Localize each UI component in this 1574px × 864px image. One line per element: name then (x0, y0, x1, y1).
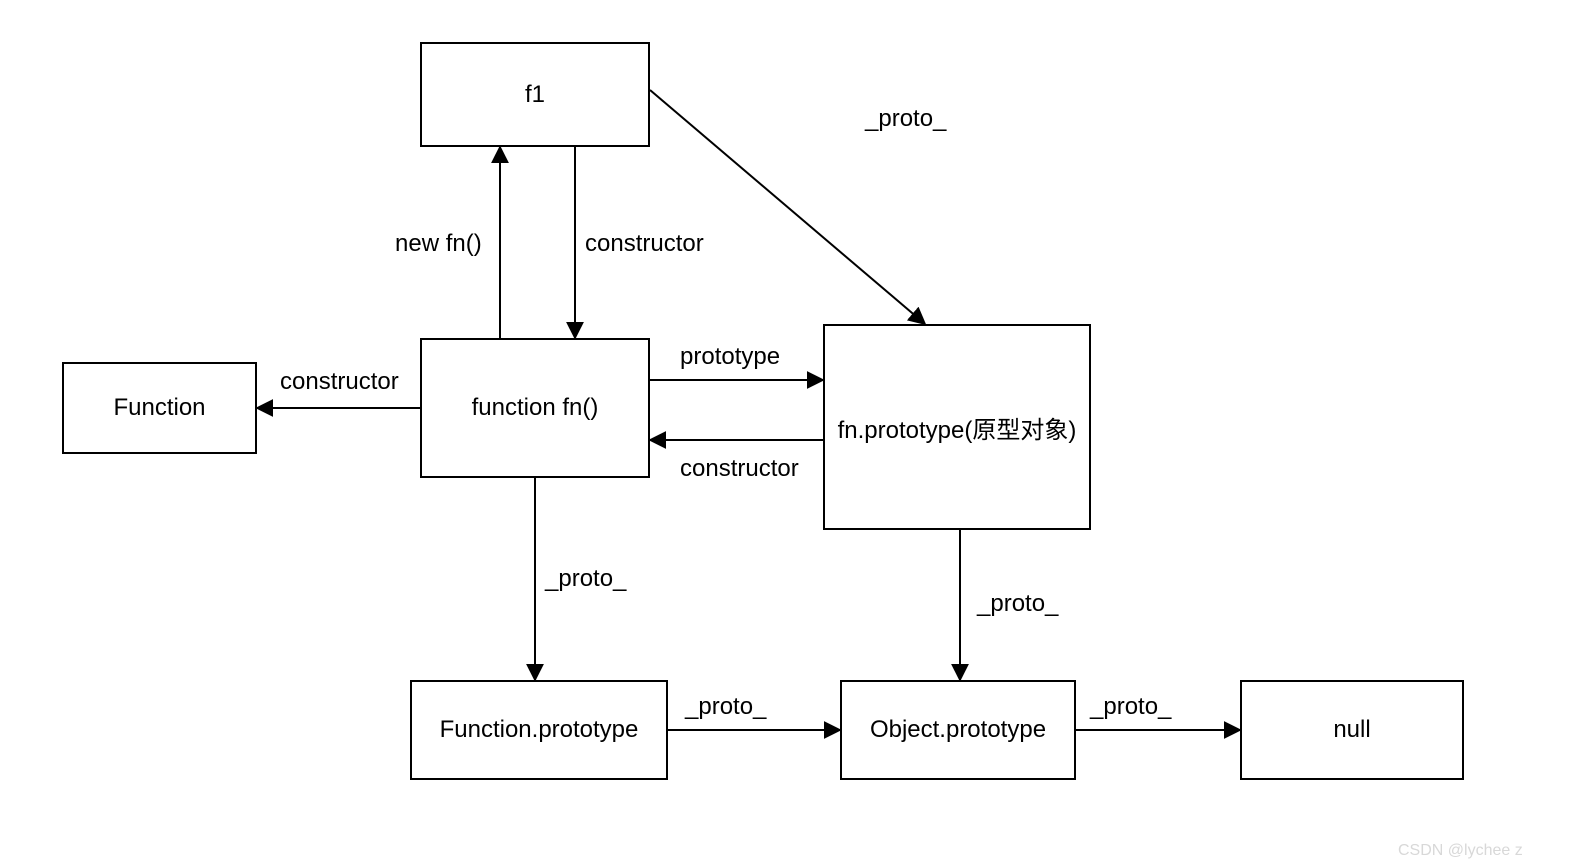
label-proto-fnproto-objproto: _proto_ (977, 590, 1058, 618)
node-f1-label: f1 (525, 81, 545, 109)
label-proto-fn-funcproto: _proto_ (545, 565, 626, 593)
node-fn-label: function fn() (472, 394, 599, 422)
label-constructor-f1-fn: constructor (585, 230, 704, 258)
node-function: Function (62, 362, 257, 454)
label-constructor-fnproto-fn: constructor (680, 455, 799, 483)
node-fnproto-label: fn.prototype(原型对象) (838, 410, 1077, 445)
node-null-label: null (1333, 716, 1370, 744)
node-fnproto: fn.prototype(原型对象) (823, 324, 1091, 530)
node-funcproto: Function.prototype (410, 680, 668, 780)
label-proto-f1-fnproto: _proto_ (865, 105, 946, 133)
node-funcproto-label: Function.prototype (440, 716, 639, 744)
label-proto-objproto-null: _proto_ (1090, 693, 1171, 721)
node-objproto: Object.prototype (840, 680, 1076, 780)
node-fn: function fn() (420, 338, 650, 478)
node-null: null (1240, 680, 1464, 780)
watermark: CSDN @lychee z (1398, 842, 1523, 860)
label-proto-funcproto-objproto: _proto_ (685, 693, 766, 721)
label-new-fn: new fn() (395, 230, 482, 258)
label-prototype-fn-fnproto: prototype (680, 343, 780, 371)
node-function-label: Function (113, 394, 205, 422)
node-objproto-label: Object.prototype (870, 716, 1046, 744)
label-constructor-fn-function: constructor (280, 368, 399, 396)
node-f1: f1 (420, 42, 650, 147)
